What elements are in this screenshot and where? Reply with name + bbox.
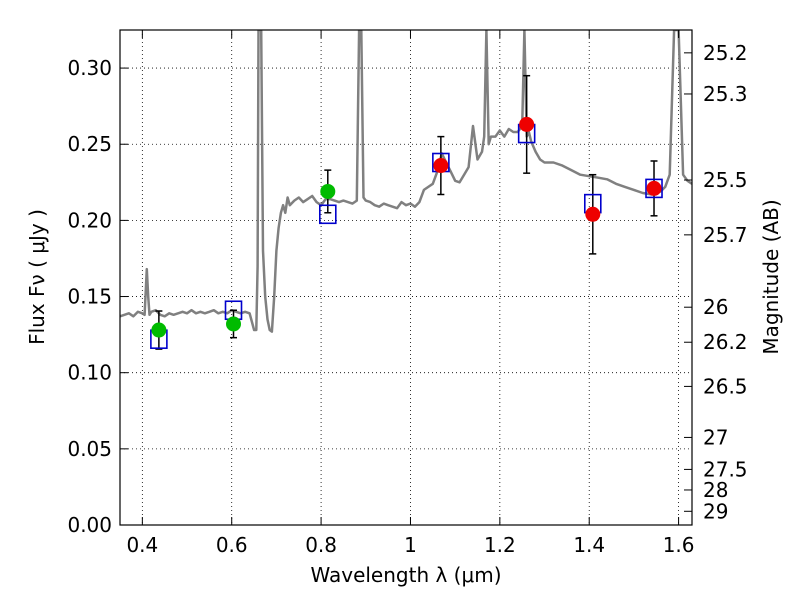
y-tick-label: 0.00 <box>67 513 112 537</box>
x-tick-label: 0.6 <box>216 533 248 557</box>
right-tick-label: 25.3 <box>703 82 748 106</box>
error-bars-group <box>155 74 658 350</box>
x-tick-label: 0.8 <box>305 533 337 557</box>
y-axis-right-title: Magnitude (AB) <box>759 199 783 354</box>
right-tick-label: 26.2 <box>703 330 748 354</box>
right-tick-label: 29 <box>703 499 728 523</box>
y-tick-label: 0.20 <box>67 208 112 232</box>
x-tick-label: 1.2 <box>484 533 516 557</box>
plot-border <box>119 29 693 526</box>
data-point <box>320 183 336 199</box>
right-tick-label: 27.5 <box>703 457 748 481</box>
right-tick-label: 28 <box>703 478 728 502</box>
grid-lines <box>120 30 692 526</box>
model-square <box>645 178 663 199</box>
plot-frame <box>119 29 693 526</box>
spectrum-line-group <box>120 30 692 333</box>
data-point <box>519 116 535 132</box>
right-tick-label: 27 <box>703 425 728 449</box>
y-tick-label: 0.10 <box>67 361 112 385</box>
y-tick-label: 0.30 <box>67 56 112 80</box>
x-axis-title: Wavelength λ (μm) <box>310 563 501 587</box>
y-tick-label: 0.05 <box>67 437 112 461</box>
data-point <box>585 206 601 222</box>
x-tick-label: 1 <box>404 533 417 557</box>
y-tick-label: 0.15 <box>67 285 112 309</box>
right-tick-label: 25.7 <box>703 223 748 247</box>
x-tick-label: 1.6 <box>663 533 695 557</box>
data-point <box>226 316 242 332</box>
right-tick-label: 25.5 <box>703 168 748 192</box>
data-point <box>433 158 449 174</box>
model-square <box>318 204 337 225</box>
x-tick-label: 1.4 <box>573 533 605 557</box>
tick-marks-group <box>120 30 692 526</box>
y-tick-label: 0.25 <box>67 132 112 156</box>
data-point <box>151 322 167 338</box>
y-axis-title: Flux Fν ( μJy ) <box>25 209 49 345</box>
right-tick-label: 25.2 <box>703 41 748 65</box>
right-tick-label: 26 <box>703 295 728 319</box>
right-tick-label: 26.5 <box>703 374 748 398</box>
model-squares-group <box>150 123 663 349</box>
x-tick-label: 0.4 <box>126 533 158 557</box>
observed-dots-group <box>151 116 662 338</box>
data-point <box>646 180 662 196</box>
spectrum-line <box>120 30 692 333</box>
tick-labels-group: 0.4 0.6 0.8 1 1.2 1.4 1.6 0.00 0.05 0.10 0.15 0.20 0… <box>67 41 747 557</box>
